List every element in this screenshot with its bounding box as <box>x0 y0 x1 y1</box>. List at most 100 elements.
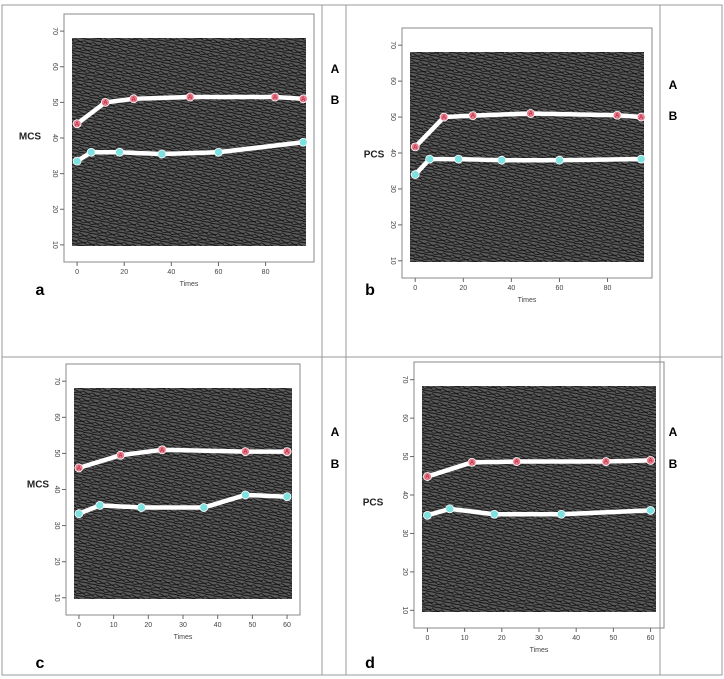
trajectory-texture <box>422 386 656 612</box>
y-tick-label: 30 <box>401 530 408 538</box>
x-tick-label: 40 <box>214 622 222 629</box>
marker-letter: A <box>515 460 519 466</box>
marker <box>74 463 84 473</box>
y-axis-label: MCS <box>19 132 42 143</box>
y-tick-label: 70 <box>401 376 408 384</box>
y-tick-label: 30 <box>389 185 396 193</box>
x-tick-label: 10 <box>110 622 118 629</box>
marker <box>601 457 611 466</box>
y-tick-label: 30 <box>51 170 58 178</box>
marker-letter: A <box>425 475 429 481</box>
marker-letter: A <box>471 114 475 120</box>
x-tick-label: 20 <box>498 635 506 642</box>
x-tick-label: 20 <box>144 622 152 629</box>
marker <box>185 92 195 102</box>
y-tick-label: 60 <box>401 414 408 422</box>
y-axis-label: MCS <box>27 480 50 491</box>
marker-letter: A <box>285 450 289 456</box>
series-label: A <box>669 425 678 439</box>
marker <box>423 472 432 481</box>
y-tick-label: 40 <box>53 486 60 494</box>
outer-border <box>1 4 723 676</box>
panel-label: b <box>365 282 375 299</box>
x-tick-label: 80 <box>262 269 270 276</box>
marker <box>454 154 463 164</box>
y-tick-label: 70 <box>53 377 60 385</box>
marker <box>646 505 655 515</box>
x-tick-label: 60 <box>283 622 291 629</box>
marker <box>136 503 146 512</box>
x-tick-label: 30 <box>535 635 543 642</box>
marker <box>129 94 139 104</box>
marker-letter: A <box>119 453 123 459</box>
marker <box>199 503 209 512</box>
marker <box>636 112 646 122</box>
y-tick-label: 40 <box>389 149 396 157</box>
panel-label: c <box>36 655 45 672</box>
x-tick-label: 50 <box>609 635 617 642</box>
x-tick-label: 0 <box>425 635 429 642</box>
y-tick-label: 50 <box>51 98 58 106</box>
series-label: B <box>331 457 340 471</box>
y-tick-label: 20 <box>401 568 408 576</box>
marker <box>241 447 250 457</box>
y-axis-label: PCS <box>363 498 384 509</box>
x-tick-label: 40 <box>572 635 580 642</box>
marker <box>439 112 449 122</box>
marker-letter: A <box>413 145 417 151</box>
marker <box>425 154 435 164</box>
x-axis-label: Times <box>180 281 199 288</box>
marker <box>612 110 622 120</box>
marker <box>410 142 420 152</box>
marker-letter: A <box>604 460 608 466</box>
marker <box>555 155 564 165</box>
marker <box>298 94 308 104</box>
marker <box>116 450 125 460</box>
marker <box>410 170 420 179</box>
marker <box>556 509 566 519</box>
y-tick-label: 60 <box>53 413 60 421</box>
y-tick-label: 10 <box>51 241 58 249</box>
marker <box>646 456 655 465</box>
marker <box>72 156 82 166</box>
y-tick-label: 60 <box>51 63 58 71</box>
marker-letter: A <box>649 458 653 464</box>
series-label: A <box>331 425 340 439</box>
trajectory-texture <box>72 38 306 246</box>
marker-letter: A <box>442 115 446 121</box>
marker <box>74 509 84 519</box>
marker-letter: A <box>75 122 79 128</box>
marker <box>270 92 280 102</box>
series-label: B <box>669 457 678 471</box>
x-tick-label: 50 <box>248 622 256 629</box>
x-tick-label: 30 <box>179 622 187 629</box>
marker <box>445 504 455 514</box>
marker <box>214 147 223 157</box>
marker <box>468 111 478 121</box>
x-tick-label: 0 <box>413 285 417 292</box>
x-tick-label: 60 <box>215 269 223 276</box>
marker-letter: A <box>529 112 533 118</box>
y-tick-label: 50 <box>401 453 408 461</box>
marker <box>636 154 646 164</box>
marker-letter: A <box>103 100 107 106</box>
y-tick-label: 20 <box>51 205 58 213</box>
y-tick-label: 30 <box>53 522 60 530</box>
x-tick-label: 40 <box>507 285 515 292</box>
y-axis-label: PCS <box>364 150 385 161</box>
y-tick-label: 40 <box>51 134 58 142</box>
x-tick-label: 10 <box>461 635 469 642</box>
series-label: B <box>331 93 340 107</box>
x-tick-label: 20 <box>459 285 467 292</box>
marker <box>489 509 499 519</box>
marker <box>423 510 432 520</box>
marker <box>526 109 536 118</box>
marker <box>282 447 292 457</box>
x-axis-label: Times <box>518 297 537 304</box>
x-axis-label: Times <box>530 647 549 654</box>
marker-letter: A <box>639 115 643 121</box>
marker-letter: A <box>77 466 81 472</box>
x-tick-label: 20 <box>120 269 128 276</box>
y-tick-label: 10 <box>389 257 396 265</box>
y-tick-label: 20 <box>53 558 60 566</box>
